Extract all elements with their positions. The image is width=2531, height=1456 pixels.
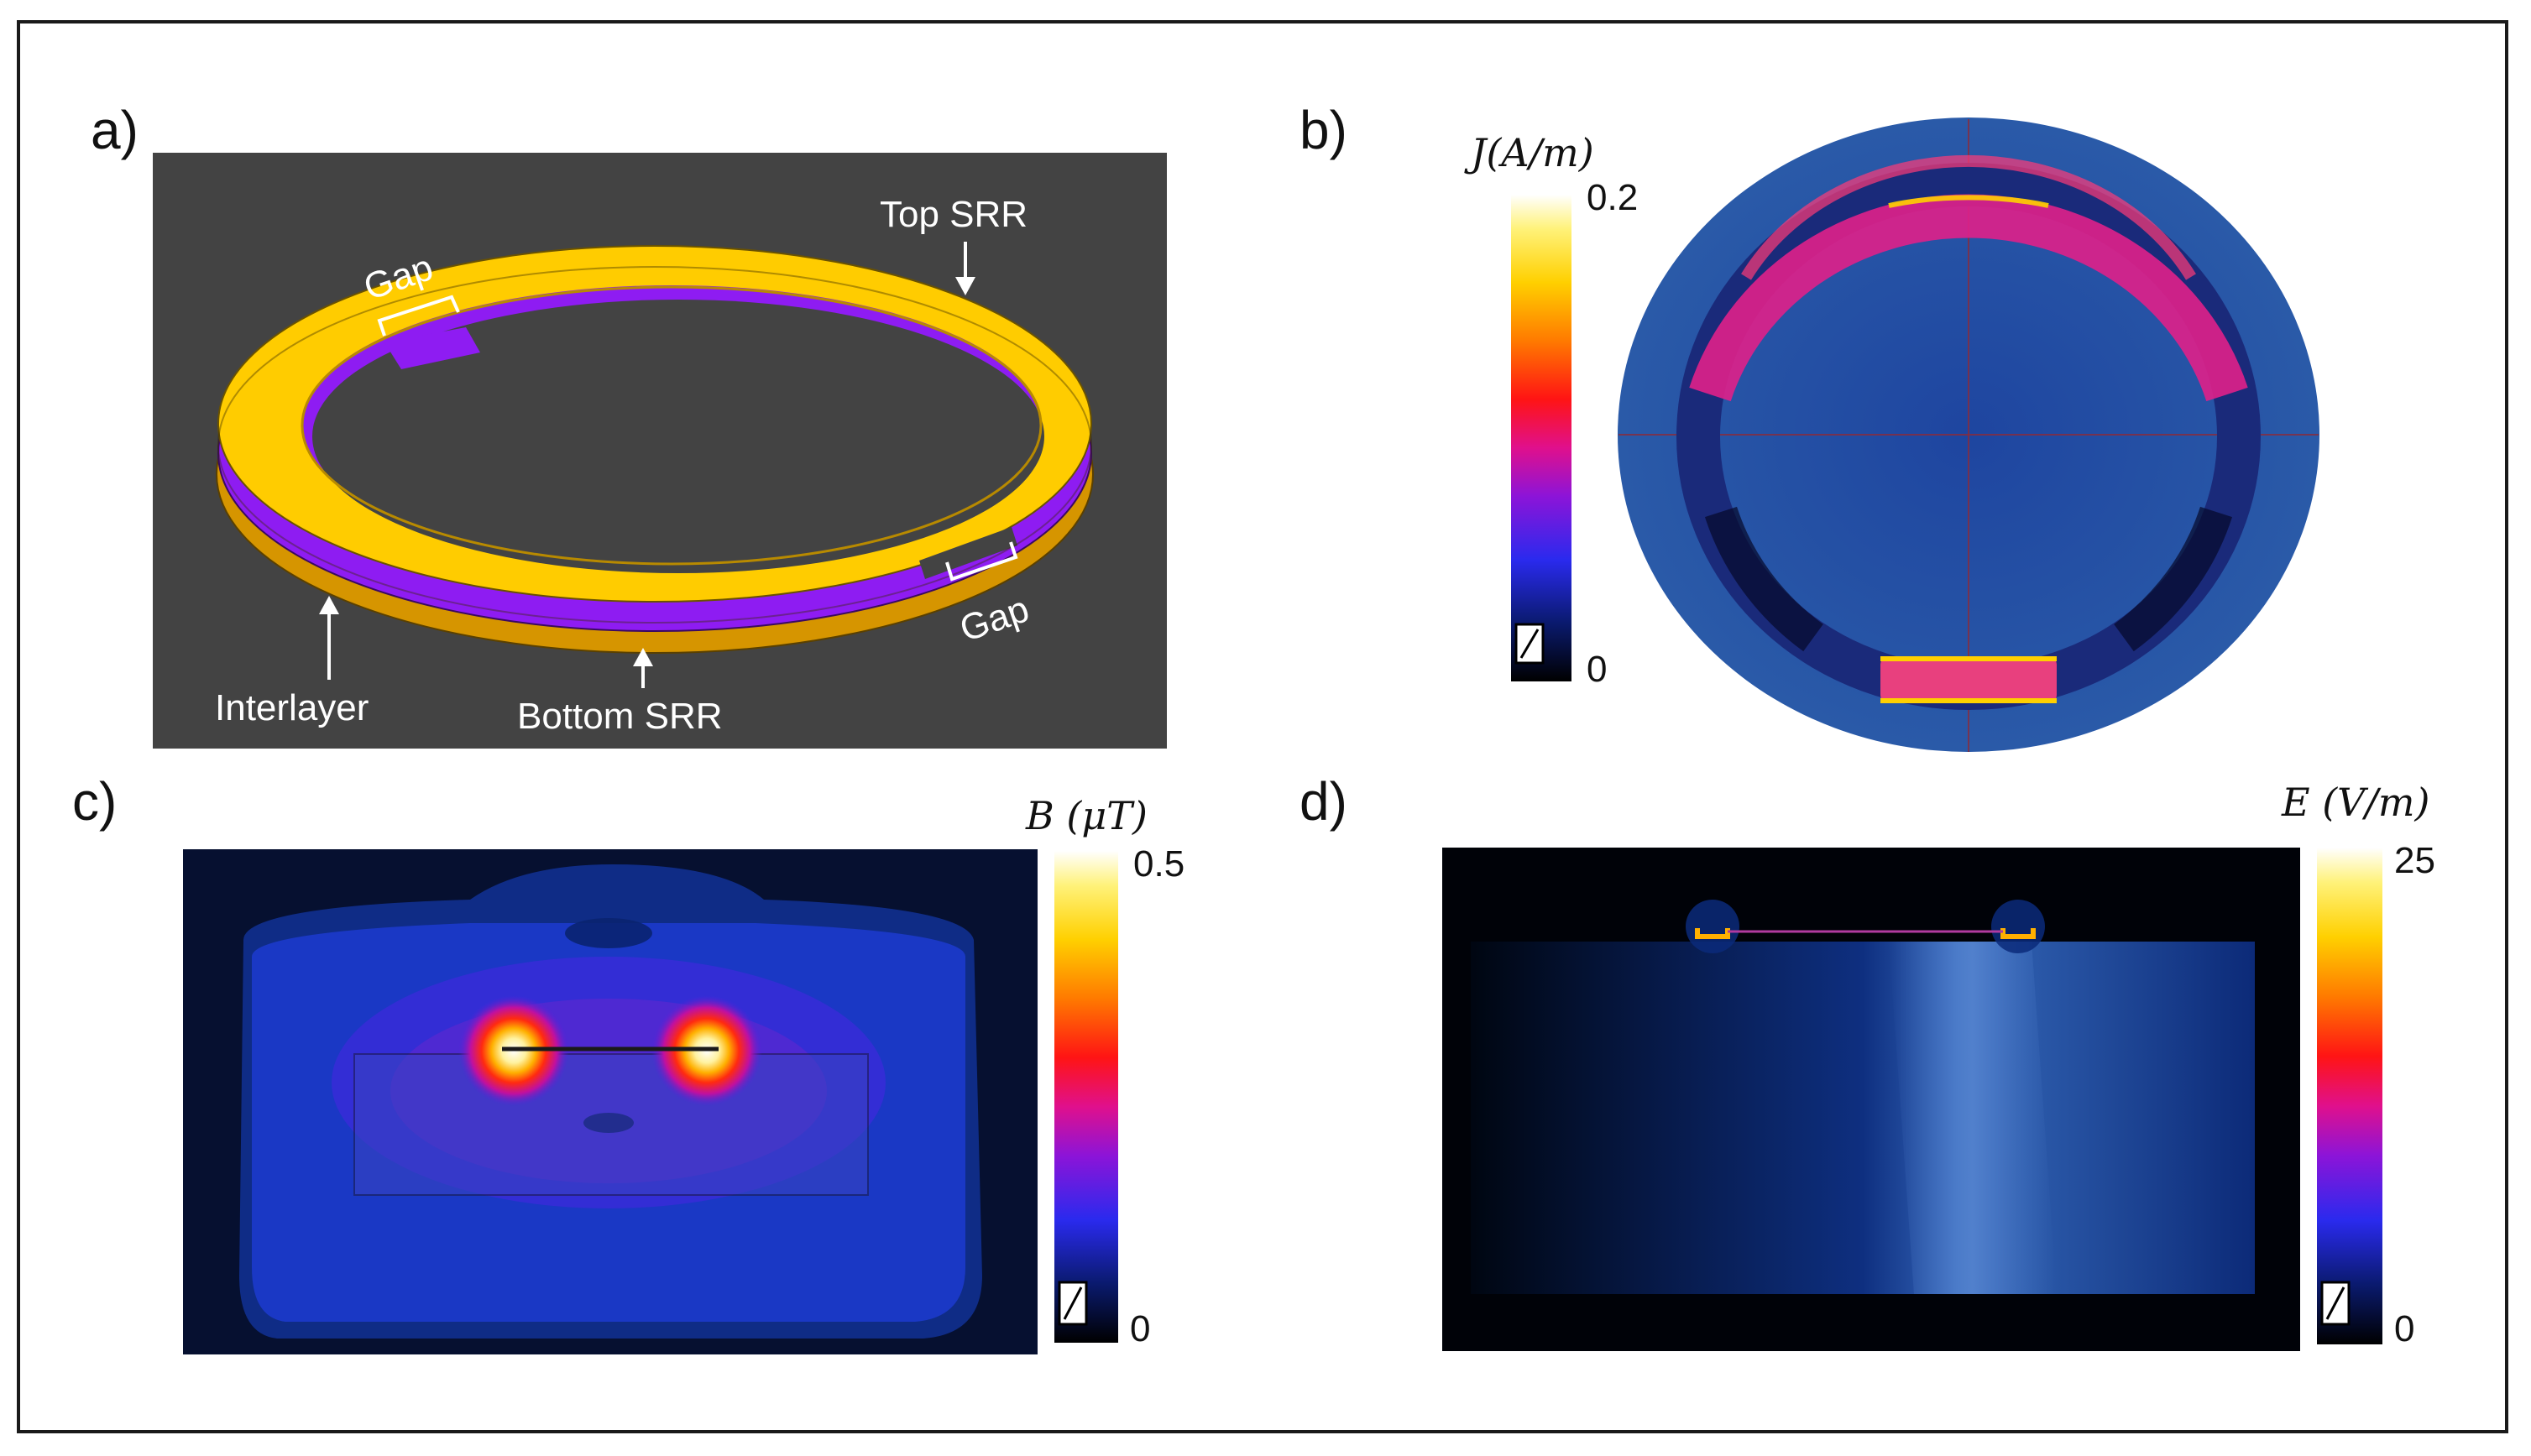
e-field-substrate (1471, 942, 2255, 1294)
current-density-hotspot (1880, 656, 2057, 703)
panel-a-label: a) (91, 100, 139, 160)
panel-c-colorbar-max: 0.5 (1133, 843, 1184, 885)
interlayer-label: Interlayer (215, 687, 369, 728)
gap-right-bracket (945, 541, 1018, 582)
panel-c-colorbar-title: B (μT) (1025, 793, 1148, 838)
panel-c: B (μT) 0.5 0 (183, 793, 1184, 1354)
panel-c-colorbar (1054, 851, 1118, 1343)
panel-d-colorbar (2317, 848, 2382, 1344)
panel-b-label: b) (1299, 100, 1347, 160)
panel-d-colorbar-max: 25 (2394, 840, 2435, 881)
bottom-srr-label: Bottom SRR (517, 696, 723, 737)
gap-top-bracket (377, 295, 460, 337)
panel-d-label: d) (1299, 771, 1347, 832)
current-density-ring-top (1689, 194, 2248, 402)
panel-d-colorbar-min: 0 (2394, 1308, 2414, 1349)
bottom-gap-cut (919, 527, 1017, 579)
panel-b: J(A/m) 0.2 0 (1464, 117, 2319, 752)
panel-b-colorbar-title: J(A/m) (1464, 130, 1594, 175)
panel-b-colorbar-max: 0.2 (1587, 177, 1638, 218)
top-gap-cut (384, 327, 480, 369)
panel-c-label: c) (72, 771, 118, 832)
panel-b-colorbar (1511, 195, 1571, 681)
e-field-beam (1889, 942, 2057, 1294)
panel-d: E (V/m) 25 0 (1442, 780, 2435, 1351)
top-srr-ring (217, 245, 1092, 603)
panel-b-colorbar-min: 0 (1587, 649, 1607, 690)
panel-c-colorbar-min: 0 (1130, 1308, 1150, 1349)
figure-frame (17, 20, 2508, 1433)
panel-a: Top SRR Gap Gap Interlayer Bottom SRR (153, 153, 1167, 749)
top-srr-label: Top SRR (880, 194, 1028, 235)
panel-d-colorbar-title: E (V/m) (2281, 780, 2429, 825)
